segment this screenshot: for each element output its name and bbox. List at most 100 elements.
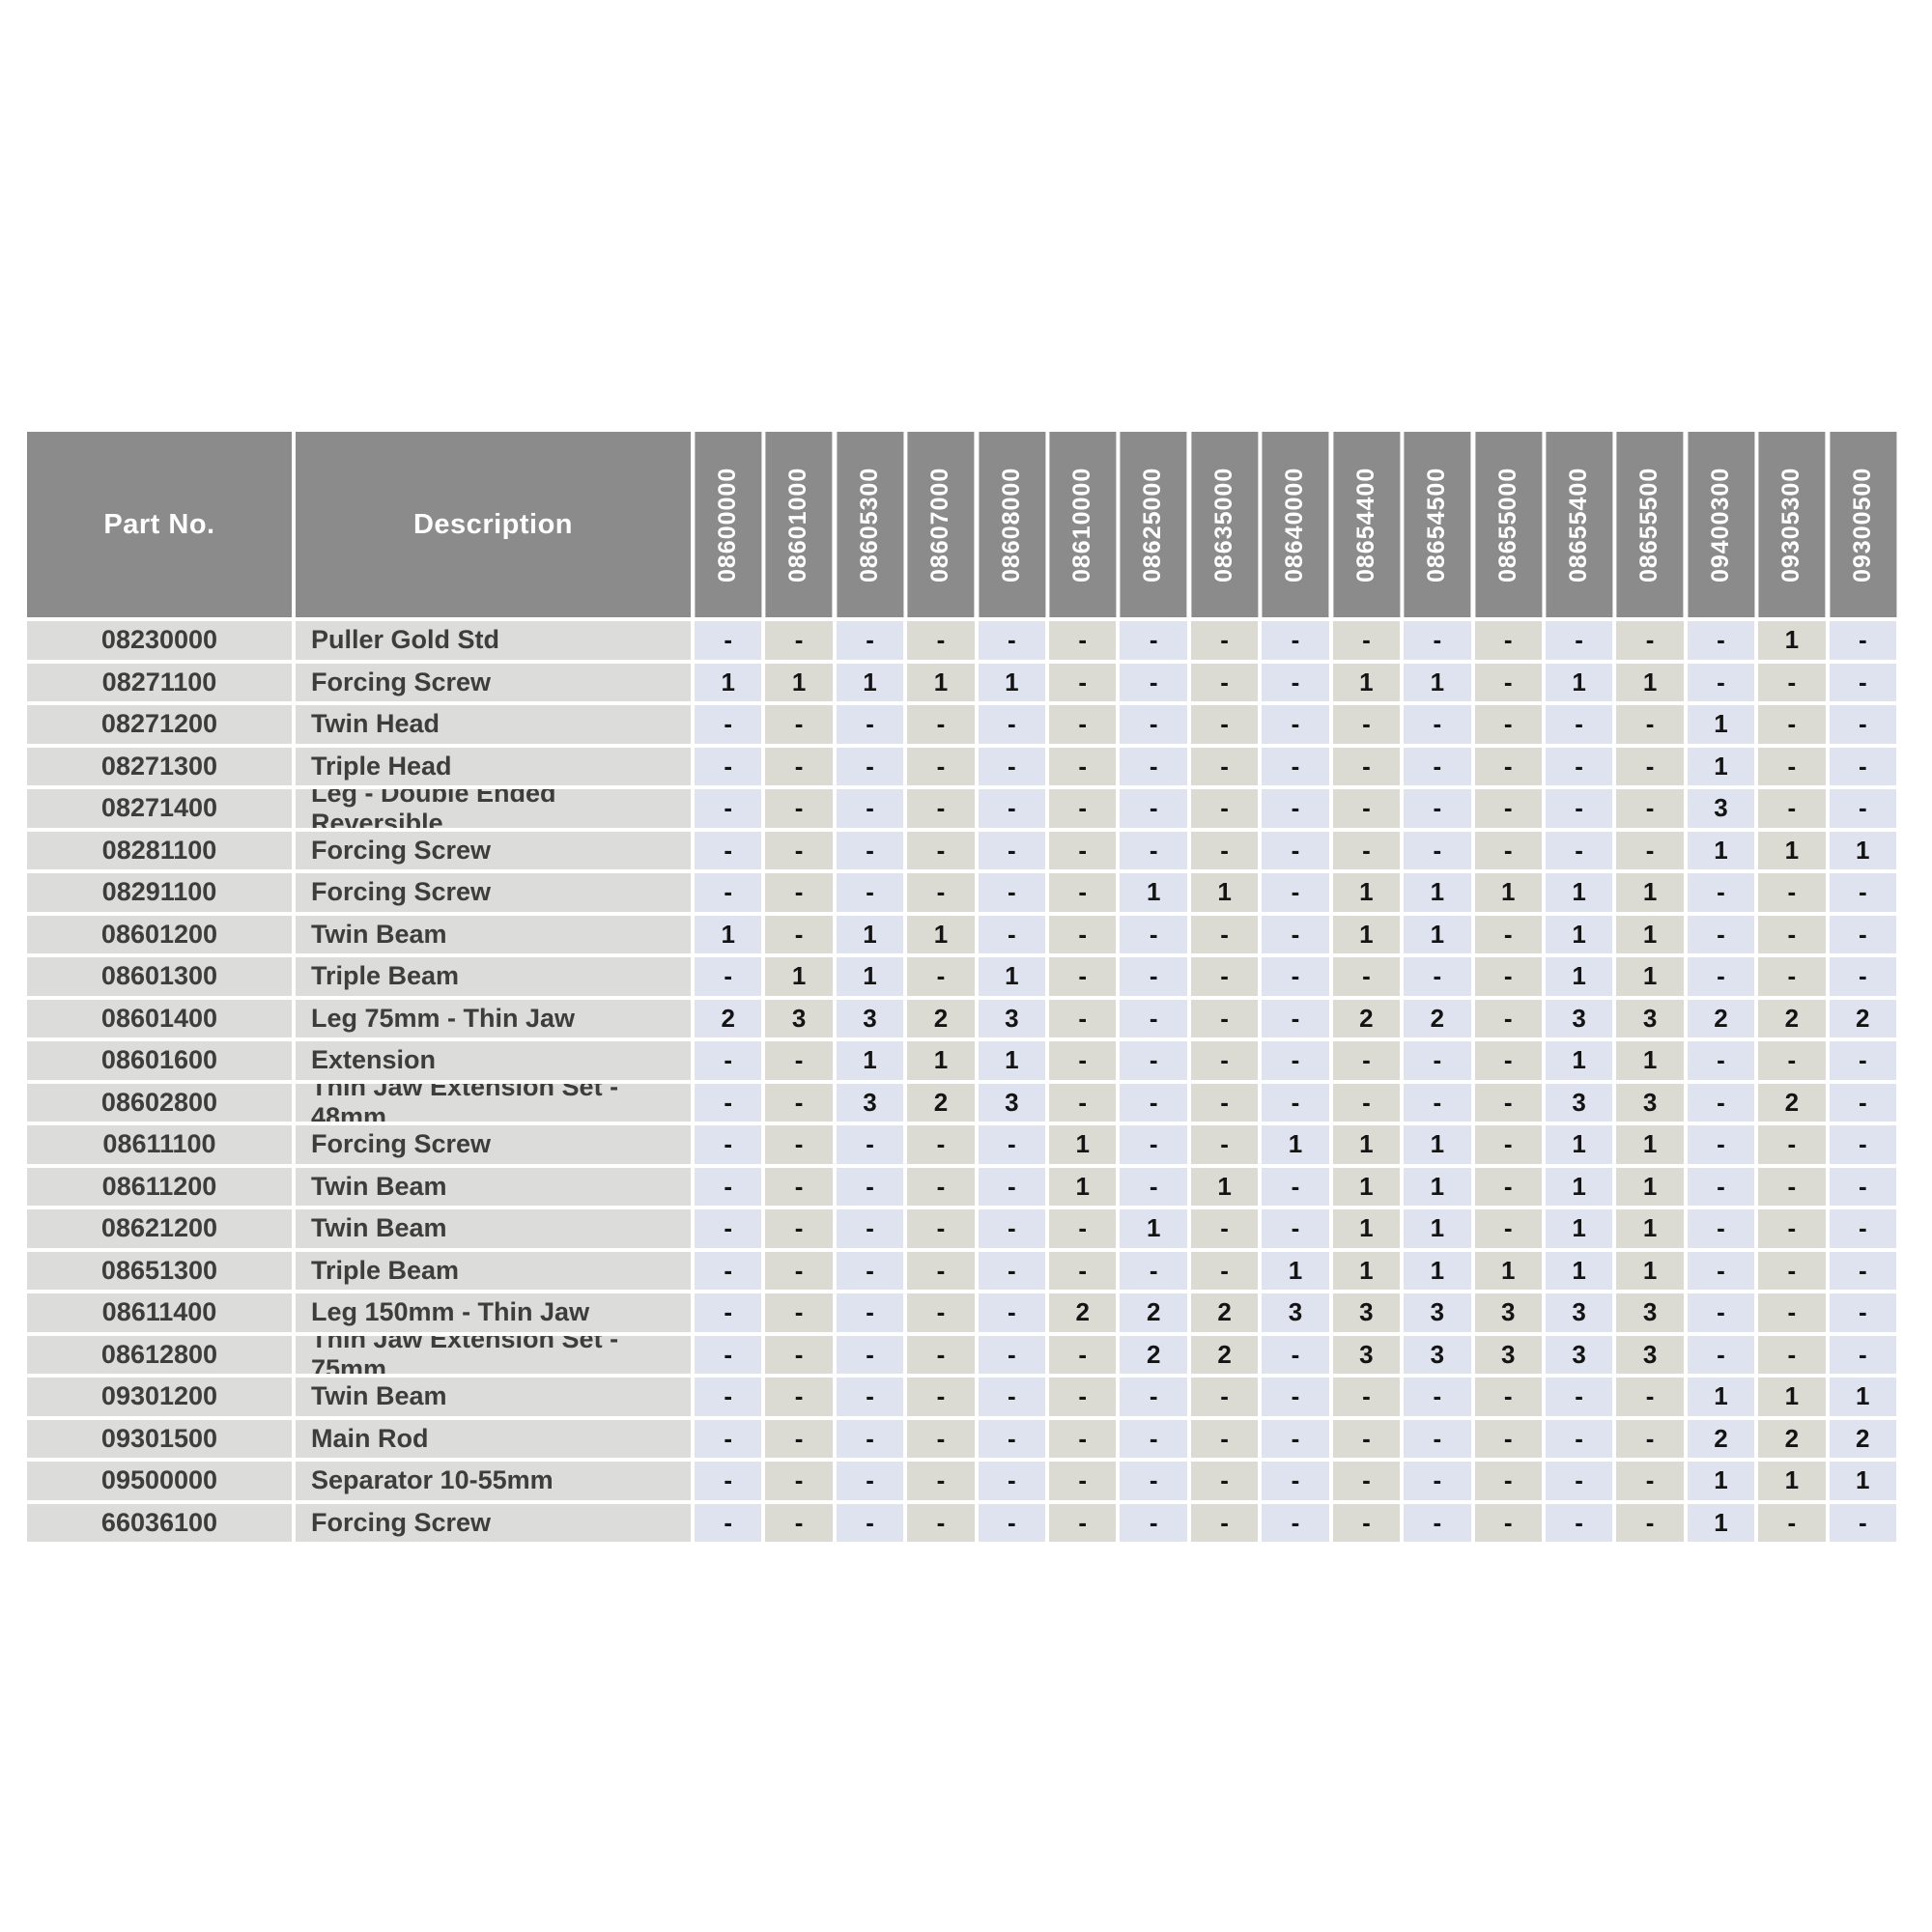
value-cell: - <box>1474 789 1542 828</box>
value-cell: - <box>1120 747 1187 785</box>
column-header-09400300: 09400300 <box>1687 432 1755 617</box>
value-cell: 1 <box>1616 663 1684 701</box>
value-cell: - <box>1616 789 1684 828</box>
value-cell: - <box>765 1378 833 1416</box>
value-cell: 1 <box>1616 915 1684 953</box>
value-cell: - <box>1190 1125 1259 1164</box>
description-cell: Leg 75mm - Thin Jaw <box>296 999 691 1037</box>
value-cell: - <box>1404 1419 1471 1458</box>
value-cell: - <box>1262 1503 1329 1542</box>
value-cell: 1 <box>1474 873 1542 912</box>
value-cell: - <box>978 1378 1046 1416</box>
description-cell: Separator 10-55mm <box>296 1462 691 1500</box>
value-cell: 1 <box>1332 1125 1401 1164</box>
value-cell: - <box>765 1293 833 1332</box>
description-header: Description <box>296 432 691 617</box>
value-cell: - <box>1829 873 1896 912</box>
value-cell: - <box>1120 1041 1187 1080</box>
value-cell: - <box>836 789 904 828</box>
column-header-09300500: 09300500 <box>1829 432 1896 617</box>
column-header-08655400: 08655400 <box>1545 432 1613 617</box>
value-cell: - <box>1190 915 1259 953</box>
value-cell: 1 <box>1687 1378 1755 1416</box>
value-cell: 1 <box>1687 705 1755 744</box>
value-cell: 1 <box>695 663 762 701</box>
value-cell: 3 <box>1404 1335 1471 1374</box>
value-cell: 1 <box>1474 1251 1542 1290</box>
value-cell: - <box>836 1125 904 1164</box>
value-cell: - <box>1332 621 1401 660</box>
value-cell: - <box>1190 1041 1259 1080</box>
value-cell: - <box>907 1503 975 1542</box>
description-cell: Puller Gold Std <box>296 621 691 660</box>
value-cell: - <box>1758 1041 1826 1080</box>
value-cell: - <box>1332 1378 1401 1416</box>
value-cell: - <box>907 747 975 785</box>
value-cell: 3 <box>1687 789 1755 828</box>
value-cell: 2 <box>1687 999 1755 1037</box>
value-cell: - <box>1404 1378 1471 1416</box>
value-cell: - <box>1332 1083 1401 1122</box>
value-cell: 1 <box>1545 1251 1613 1290</box>
column-header-09305300: 09305300 <box>1758 432 1826 617</box>
value-cell: - <box>1049 1041 1117 1080</box>
value-cell: - <box>836 873 904 912</box>
value-cell: 1 <box>1545 663 1613 701</box>
value-cell: 1 <box>1120 873 1187 912</box>
value-cell: - <box>978 831 1046 869</box>
value-cell: - <box>765 1503 833 1542</box>
value-cell: 3 <box>1616 1335 1684 1374</box>
value-cell: - <box>1758 747 1826 785</box>
value-cell: - <box>1687 1167 1755 1206</box>
value-cell: - <box>695 1503 762 1542</box>
value-cell: 1 <box>765 663 833 701</box>
value-cell: 1 <box>1545 1041 1613 1080</box>
description-cell: Forcing Screw <box>296 1503 691 1542</box>
value-cell: - <box>1829 621 1896 660</box>
value-cell: 1 <box>907 1041 975 1080</box>
value-cell: - <box>765 705 833 744</box>
value-cell: - <box>1332 831 1401 869</box>
value-cell: - <box>1687 1335 1755 1374</box>
value-cell: 1 <box>1190 1167 1259 1206</box>
value-cell: - <box>1758 1209 1826 1248</box>
value-cell: - <box>695 789 762 828</box>
value-cell: - <box>1332 1503 1401 1542</box>
value-cell: - <box>1262 1378 1329 1416</box>
value-cell: 2 <box>1758 1083 1826 1122</box>
value-cell: 1 <box>836 1041 904 1080</box>
value-cell: 3 <box>1545 1335 1613 1374</box>
description-cell: Main Rod <box>296 1419 691 1458</box>
value-cell: 1 <box>836 663 904 701</box>
value-cell: - <box>907 1125 975 1164</box>
value-cell: - <box>695 957 762 996</box>
value-cell: 1 <box>836 915 904 953</box>
description-cell: Leg - Double Ended Reversible <box>296 789 691 828</box>
value-cell: - <box>1758 1125 1826 1164</box>
part-no-cell: 08271300 <box>27 747 292 785</box>
value-cell: - <box>1120 1419 1187 1458</box>
part-no-cell: 08612800 <box>27 1335 292 1374</box>
value-cell: 1 <box>1545 915 1613 953</box>
value-cell: 2 <box>907 1083 975 1122</box>
value-cell: - <box>1687 873 1755 912</box>
value-cell: - <box>907 831 975 869</box>
part-no-cell: 08601300 <box>27 957 292 996</box>
value-cell: 3 <box>978 999 1046 1037</box>
value-cell: - <box>907 1335 975 1374</box>
value-cell: - <box>1616 1503 1684 1542</box>
value-cell: - <box>1758 705 1826 744</box>
value-cell: - <box>1687 1251 1755 1290</box>
description-cell: Twin Beam <box>296 1209 691 1248</box>
value-cell: - <box>1687 915 1755 953</box>
value-cell: 2 <box>1190 1335 1259 1374</box>
part-no-cell: 08611400 <box>27 1293 292 1332</box>
part-no-cell: 08271200 <box>27 705 292 744</box>
value-cell: - <box>836 1293 904 1332</box>
value-cell: - <box>1616 831 1684 869</box>
value-cell: - <box>1262 915 1329 953</box>
value-cell: 1 <box>1687 1462 1755 1500</box>
value-cell: - <box>1262 831 1329 869</box>
value-cell: - <box>765 1041 833 1080</box>
part-no-cell: 08611200 <box>27 1167 292 1206</box>
